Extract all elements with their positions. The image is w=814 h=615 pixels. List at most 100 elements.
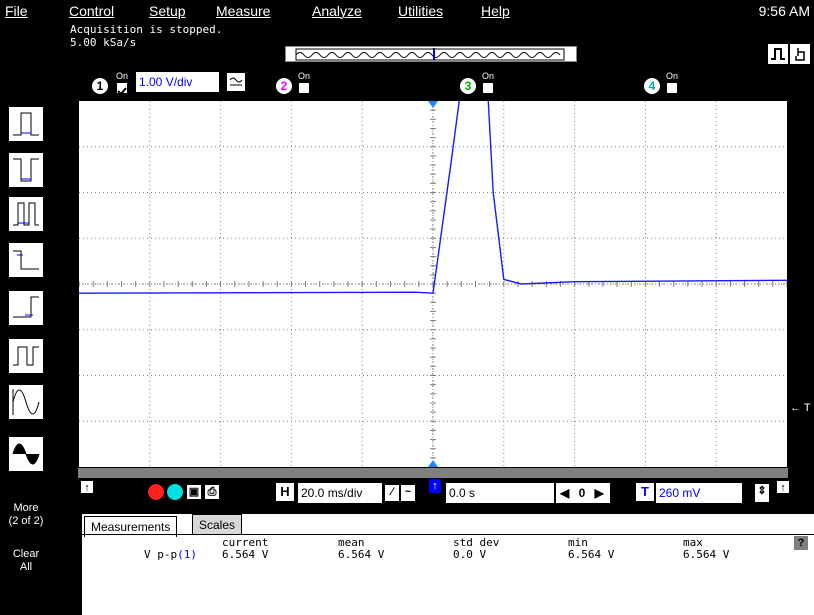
trace-point	[574, 281, 576, 283]
header-mean: mean	[338, 536, 365, 549]
memory-bar[interactable]	[285, 46, 577, 62]
header-std-dev: std dev	[453, 536, 500, 549]
trigger-top-marker	[428, 101, 438, 108]
waveform-display[interactable]	[78, 0, 788, 468]
value-max: 6.564 V	[683, 548, 730, 561]
trigger-bottom-marker	[428, 460, 438, 467]
delay-stepper[interactable]: ◀ 0 ▶	[556, 483, 610, 503]
trigger-level-stepper-icon[interactable]: ⇕	[754, 483, 770, 503]
trace-point	[503, 278, 505, 280]
fall-time-icon[interactable]	[8, 290, 44, 326]
menu-analyze[interactable]: Analyze	[312, 3, 362, 19]
horizontal-icon[interactable]: H	[276, 483, 294, 501]
header-min: min	[568, 536, 588, 549]
trace-point	[414, 291, 416, 293]
tab-measurements[interactable]: Measurements	[84, 516, 178, 537]
menu-measure[interactable]: Measure	[216, 3, 271, 19]
delay-right-icon[interactable]: ▶	[594, 486, 604, 500]
value-std-dev: 0.0 V	[453, 548, 487, 561]
channel-3-checkbox[interactable]	[483, 83, 493, 93]
right-up-arrow-icon[interactable]: ↑	[776, 480, 790, 494]
amplitude-icon[interactable]	[8, 436, 44, 472]
record-icon[interactable]	[148, 484, 164, 500]
duty-cycle-icon[interactable]	[8, 338, 44, 374]
menu-control[interactable]: Control	[69, 3, 115, 19]
clear-label: Clear	[12, 548, 40, 560]
measurement-channel: (1)	[177, 548, 197, 561]
clear-all-button[interactable]: Clear All	[8, 548, 44, 574]
trigger-icon[interactable]: T	[636, 483, 654, 501]
period-icon[interactable]	[8, 196, 44, 232]
channel-1-checkbox[interactable]	[117, 83, 127, 96]
measurements-panel: Measurements Scales current mean std dev…	[82, 514, 814, 615]
channel-2-icon[interactable]: 2	[276, 78, 292, 94]
value-min: 6.564 V	[568, 548, 615, 561]
tab-scales[interactable]: Scales	[192, 514, 243, 535]
trace-point	[78, 292, 80, 294]
color-icon[interactable]	[167, 484, 183, 500]
trace-point	[432, 292, 434, 294]
help-icon[interactable]: ?	[794, 536, 808, 550]
channel-1-on-label: On	[116, 71, 129, 81]
waveform-trace	[78, 0, 788, 294]
sample-rate: 5.00 kSa/s	[70, 36, 137, 49]
channel-1-coupling-icon[interactable]	[226, 72, 246, 92]
channel-1-icon[interactable]: 1	[92, 78, 108, 94]
print-icon[interactable]: ⎙	[204, 484, 220, 500]
tab-divider	[82, 534, 814, 535]
meas-left-gap	[62, 514, 82, 615]
channel-3-icon[interactable]: 3	[460, 78, 476, 94]
delay-value: 0	[578, 486, 586, 500]
menu-help[interactable]: Help	[481, 3, 510, 19]
delay-field[interactable]: 0.0 s	[446, 483, 554, 503]
trigger-level-field[interactable]: 260 mV	[656, 483, 742, 503]
status-area: Acquisition is stopped. 5.00 kSa/s 1 On …	[0, 22, 814, 100]
header-current: current	[222, 536, 269, 549]
timebase-down-icon[interactable]: ⁄	[384, 484, 400, 502]
more-label: More	[13, 502, 39, 514]
horizontal-controls: ↑ ▣ ⎙ H 20.0 ms/div ⁄ ~ ↑ 0.0 s ◀ 0 ▶ T …	[78, 478, 814, 514]
trace-point	[520, 283, 523, 285]
menu-file[interactable]: File	[5, 3, 28, 19]
channel-1-scale-field[interactable]: 1.00 V/div	[136, 72, 219, 92]
menu-utilities[interactable]: Utilities	[398, 3, 444, 19]
run-mode-icon[interactable]	[767, 43, 789, 65]
left-up-arrow-icon[interactable]: ↑	[80, 480, 94, 494]
right-margin	[788, 96, 814, 478]
left-toolbar: More (2 of 2) Clear All	[0, 96, 62, 615]
measurement-name: V p-p	[144, 548, 178, 561]
waveform-chart	[78, 0, 788, 468]
delay-marker-icon[interactable]: ↑	[428, 478, 442, 494]
pulse-width-positive-icon[interactable]	[8, 106, 44, 142]
channel-2-checkbox[interactable]	[299, 83, 309, 93]
clock: 9:56 AM	[758, 3, 810, 19]
value-current: 6.564 V	[222, 548, 269, 561]
menu-setup[interactable]: Setup	[149, 3, 186, 19]
sine-frequency-icon[interactable]	[8, 384, 44, 420]
more-button[interactable]: More (2 of 2)	[8, 502, 44, 528]
more-page-label: (2 of 2)	[8, 515, 44, 527]
memory-waveform-icon	[295, 48, 565, 61]
pulse-width-negative-icon[interactable]	[8, 152, 44, 188]
channel-3-on-label: On	[482, 71, 495, 81]
channel-4-checkbox[interactable]	[667, 83, 677, 93]
trace-point	[450, 164, 452, 166]
timebase-wave-icon[interactable]: ~	[400, 484, 416, 502]
channel-4-on-label: On	[666, 71, 679, 81]
all-label: All	[19, 561, 33, 573]
rise-time-icon[interactable]	[8, 242, 44, 278]
save-icon[interactable]: ▣	[186, 484, 202, 500]
value-mean: 6.564 V	[338, 548, 385, 561]
hand-pointer-icon[interactable]	[789, 43, 811, 65]
trace-point	[492, 191, 494, 194]
delay-left-icon[interactable]: ◀	[560, 486, 570, 500]
measurement-row-label: V p-p(1)	[144, 548, 197, 561]
acquisition-status: Acquisition is stopped.	[70, 23, 223, 36]
channel-4-icon[interactable]: 4	[644, 78, 660, 94]
header-max: max	[683, 536, 703, 549]
channel-2-on-label: On	[298, 71, 311, 81]
timebase-scale-field[interactable]: 20.0 ms/div	[298, 483, 382, 503]
menu-bar: File Control Setup Measure Analyze Utili…	[0, 0, 814, 22]
left-separator	[62, 96, 78, 615]
trigger-marker-label: ← T	[790, 402, 811, 414]
